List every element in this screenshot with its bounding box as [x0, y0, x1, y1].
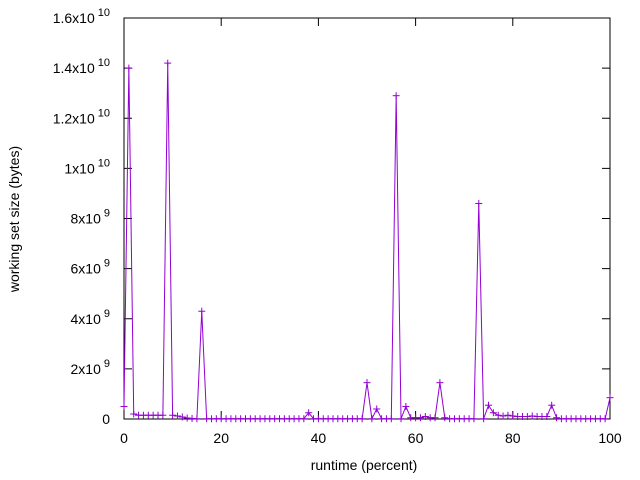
y-tick-mantissa: 0: [102, 411, 110, 427]
data-point: [441, 414, 449, 422]
data-point: [178, 413, 186, 421]
data-point: [300, 415, 308, 423]
data-point: [431, 414, 439, 422]
y-tick-mantissa: 4x10: [71, 311, 102, 327]
data-point: [606, 394, 614, 402]
data-point: [601, 415, 609, 423]
y-tick-exponent: 9: [104, 258, 110, 270]
data-point: [421, 412, 429, 420]
data-point: [358, 415, 366, 423]
data-point: [480, 415, 488, 423]
y-tick-label: 1.6x10 10: [53, 7, 110, 26]
data-point: [475, 199, 483, 207]
data-point: [416, 414, 424, 422]
y-tick-mantissa: 2x10: [71, 361, 102, 377]
y-tick-label: 4x10 9: [71, 308, 110, 327]
y-tick-mantissa: 8x10: [71, 211, 102, 227]
y-tick-label: 8x10 9: [71, 208, 110, 227]
data-point: [553, 414, 561, 422]
y-tick-label: 0: [102, 411, 110, 427]
x-axis-ticks: 0 20 40 60 80 100: [120, 18, 622, 446]
data-point: [198, 307, 206, 315]
data-point: [387, 415, 395, 423]
data-point: [543, 412, 551, 420]
y-tick-mantissa: 1.6x10: [53, 10, 95, 26]
data-point: [392, 92, 400, 100]
data-point: [183, 414, 191, 422]
data-point: [494, 411, 502, 419]
data-point: [548, 401, 556, 409]
x-tick-label: 80: [505, 430, 521, 446]
y-tick-exponent: 10: [98, 57, 110, 69]
data-point: [402, 402, 410, 410]
y-tick-exponent: 10: [98, 107, 110, 119]
data-point: [523, 412, 531, 420]
data-point: [363, 379, 371, 387]
data-point: [169, 411, 177, 419]
data-point: [528, 412, 536, 420]
data-point: [470, 415, 478, 423]
data-point: [130, 410, 138, 418]
data-point: [125, 64, 133, 72]
x-tick-label: 60: [408, 430, 424, 446]
data-point: [368, 415, 376, 423]
x-tick-label: 0: [120, 430, 128, 446]
y-tick-label: 1.4x10 10: [53, 57, 110, 76]
y-tick-exponent: 9: [104, 308, 110, 320]
data-point: [499, 412, 507, 420]
y-tick-mantissa: 6x10: [71, 261, 102, 277]
data-point: [504, 411, 512, 419]
x-tick-label: 100: [598, 430, 622, 446]
data-point: [436, 379, 444, 387]
data-point: [509, 412, 517, 420]
y-tick-exponent: 9: [104, 358, 110, 370]
y-tick-label: 2x10 9: [71, 358, 110, 377]
y-axis-label: working set size (bytes): [6, 146, 22, 293]
y-tick-exponent: 10: [98, 157, 110, 169]
series-markers: [120, 59, 614, 423]
y-tick-mantissa: 1x10: [64, 160, 95, 176]
data-point: [120, 402, 128, 410]
y-tick-label: 6x10 9: [71, 258, 110, 277]
y-tick-exponent: 9: [104, 208, 110, 220]
data-point: [485, 401, 492, 409]
y-tick-label: 1x10 10: [64, 157, 110, 176]
x-axis-label: runtime (percent): [311, 457, 418, 473]
x-tick-label: 40: [311, 430, 327, 446]
y-tick-mantissa: 1.2x10: [53, 110, 95, 126]
plot-frame: [123, 17, 611, 420]
data-point: [159, 411, 167, 419]
data-point: [173, 412, 181, 420]
data-point: [193, 415, 201, 423]
y-tick-exponent: 10: [98, 7, 110, 19]
y-tick-mantissa: 1.4x10: [53, 60, 95, 76]
data-point: [397, 415, 405, 423]
data-point: [164, 59, 172, 67]
data-point: [489, 409, 497, 417]
data-point: [305, 409, 313, 417]
series-line: [123, 63, 611, 421]
x-tick-label: 20: [213, 430, 229, 446]
data-point: [373, 405, 381, 413]
y-tick-label: 1.2x10 10: [53, 107, 110, 126]
